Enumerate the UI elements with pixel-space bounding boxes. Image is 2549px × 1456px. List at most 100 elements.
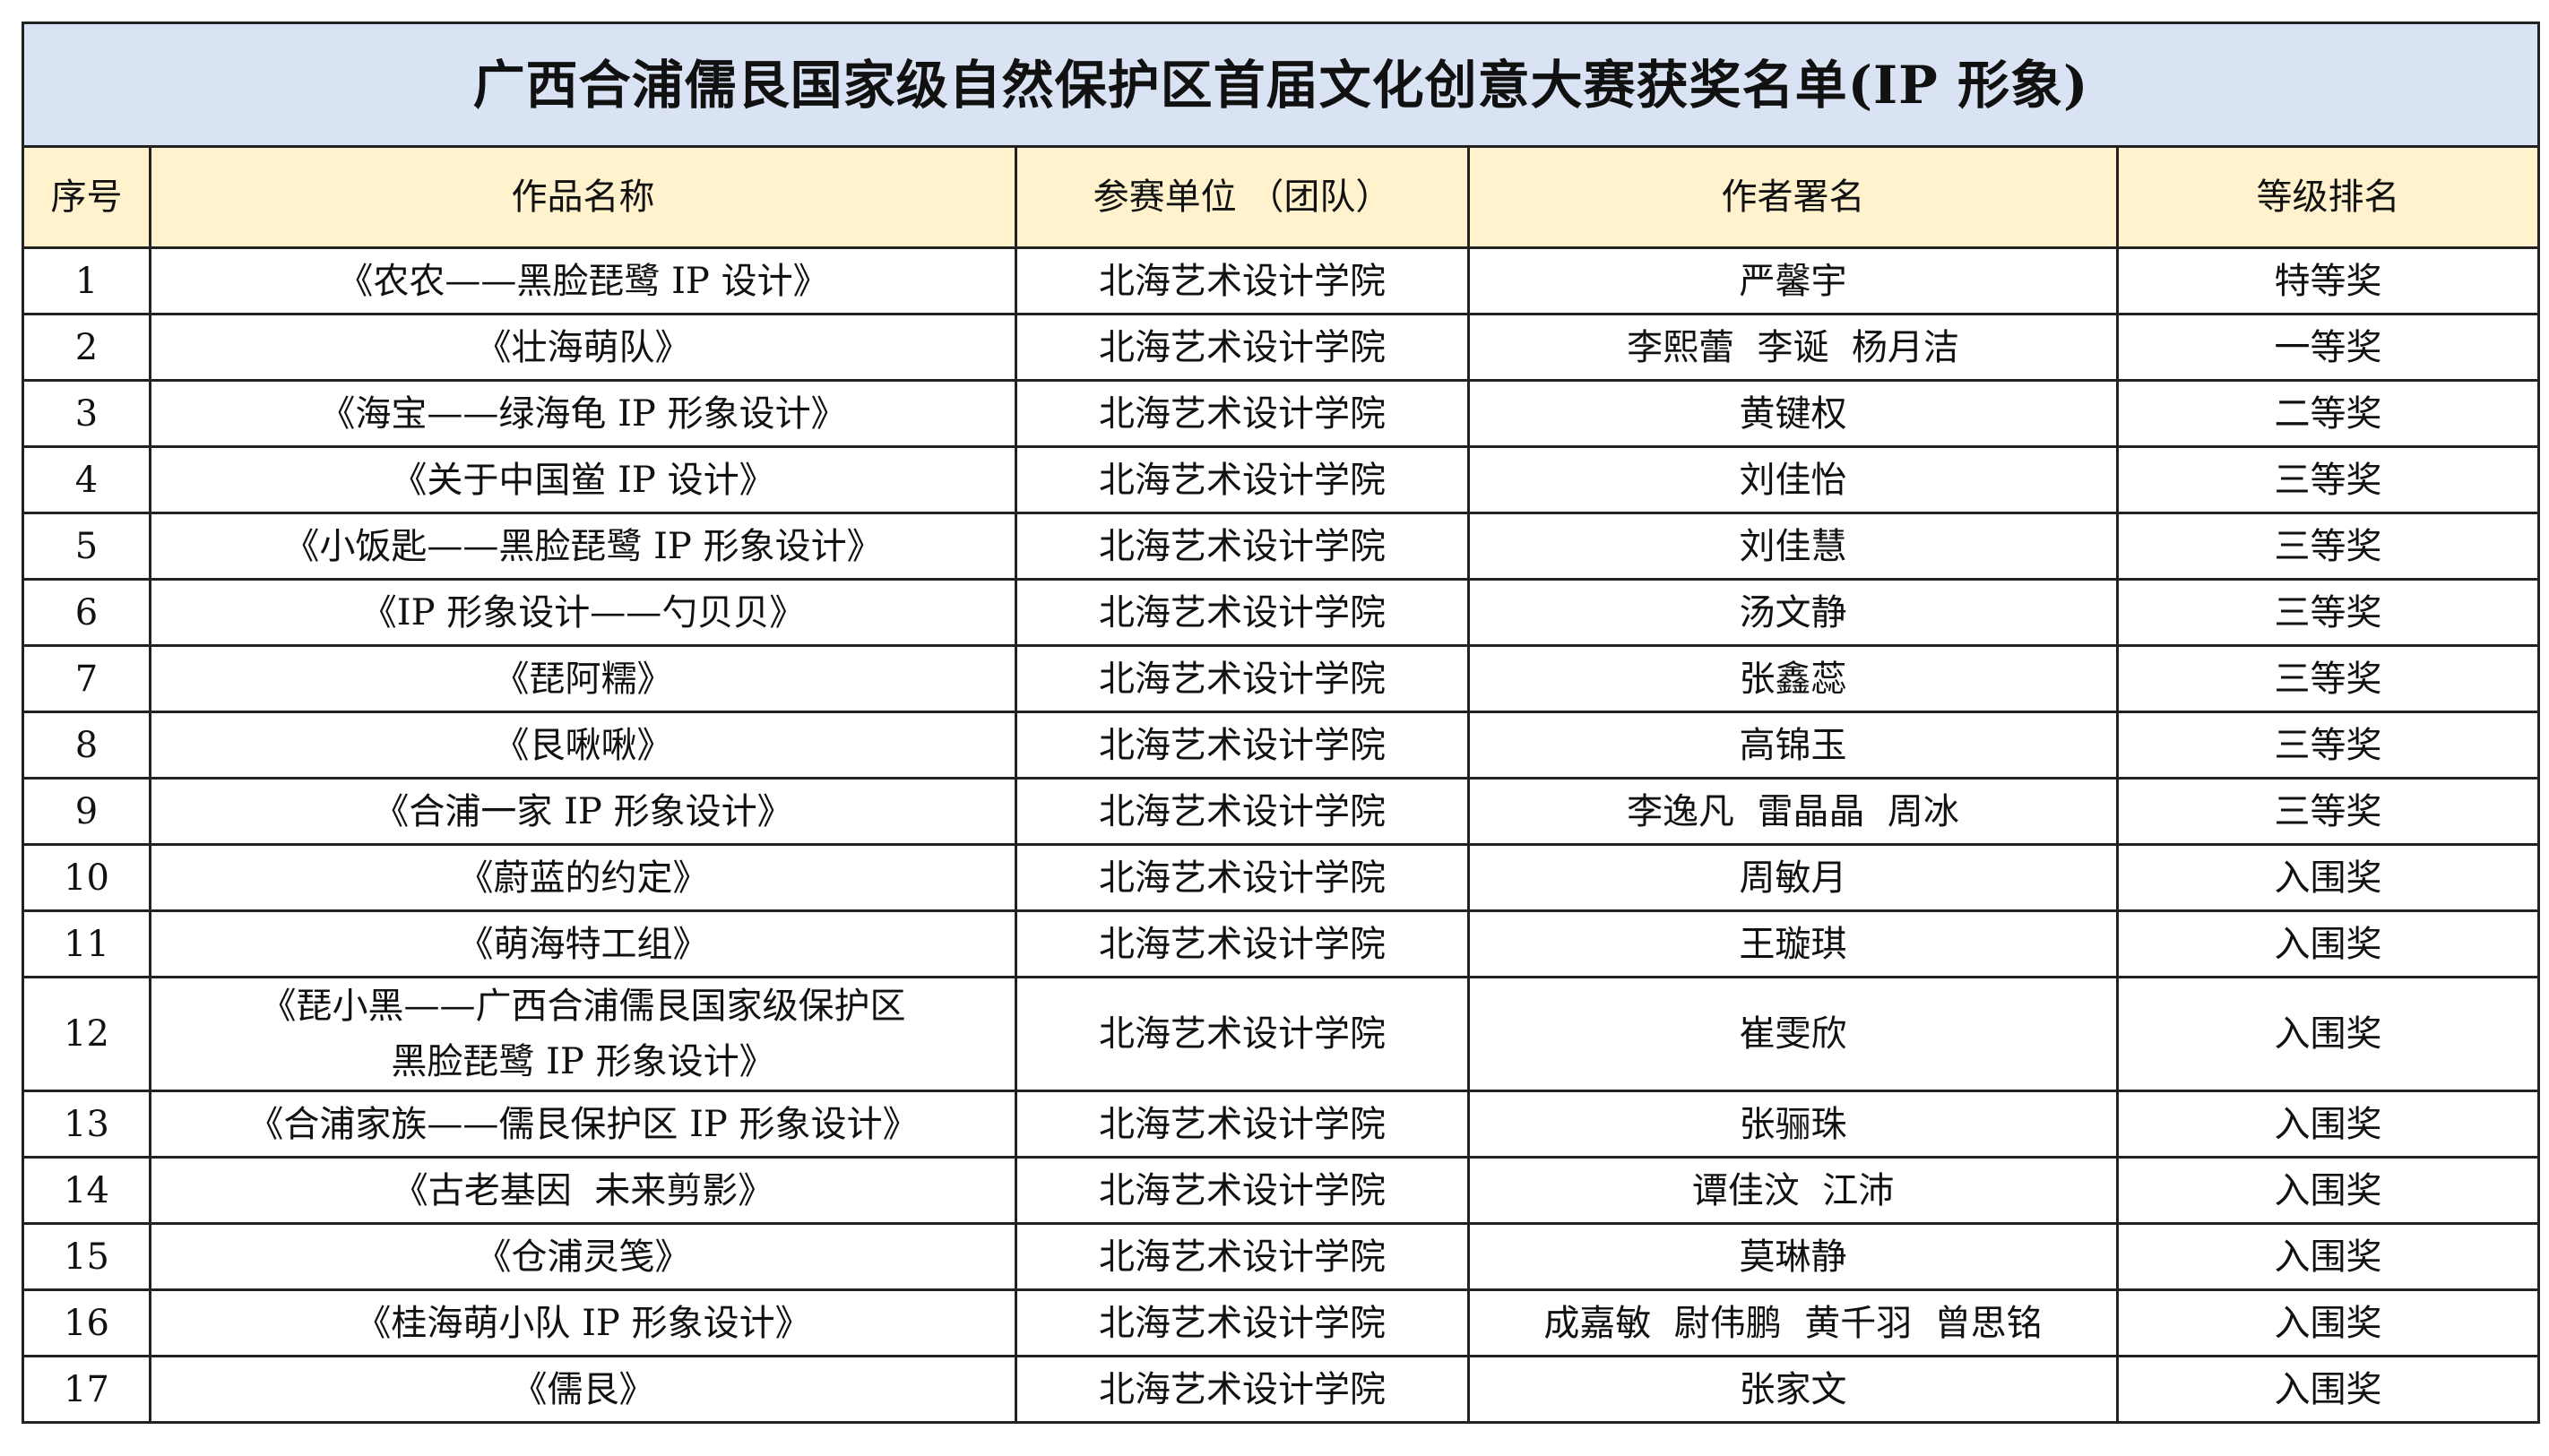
cell-rank: 二等奖 — [2115, 379, 2541, 448]
cell-author: 成嘉敏 尉伟鹏 黄千羽 曾思铭 — [1467, 1288, 2119, 1357]
cell-no: 2 — [22, 313, 151, 382]
cell-no: 14 — [22, 1156, 151, 1225]
cell-rank: 入围奖 — [2115, 1090, 2541, 1159]
header-work: 作品名称 — [149, 145, 1017, 249]
cell-work: 《琵小黑——广西合浦儒艮国家级保护区 黑脸琵鹭 IP 形象设计》 — [149, 976, 1017, 1092]
cell-no: 5 — [22, 512, 151, 581]
cell-work: 《桂海萌小队 IP 形象设计》 — [149, 1288, 1017, 1357]
cell-work: 《关于中国鲎 IP 设计》 — [149, 445, 1017, 514]
cell-work: 《IP 形象设计——勺贝贝》 — [149, 578, 1017, 647]
table-row: 6 《IP 形象设计——勺贝贝》 北海艺术设计学院 汤文静 三等奖 — [22, 578, 2541, 647]
cell-no: 17 — [22, 1355, 151, 1424]
table-row: 9 《合浦一家 IP 形象设计》 北海艺术设计学院 李逸凡 雷晶晶 周冰 三等奖 — [22, 777, 2541, 846]
cell-rank: 三等奖 — [2115, 445, 2541, 514]
cell-rank: 入围奖 — [2115, 1222, 2541, 1291]
cell-author: 张家文 — [1467, 1355, 2119, 1424]
cell-unit: 北海艺术设计学院 — [1015, 976, 1470, 1092]
table-row: 17 《儒艮》 北海艺术设计学院 张家文 入围奖 — [22, 1355, 2541, 1424]
table-row: 7 《琵阿糯》 北海艺术设计学院 张鑫蕊 三等奖 — [22, 644, 2541, 713]
table-title: 广西合浦儒艮国家级自然保护区首届文化创意大赛获奖名单(IP 形象) — [21, 22, 2541, 148]
award-list-table: 广西合浦儒艮国家级自然保护区首届文化创意大赛获奖名单(IP 形象) 序号 作品名… — [21, 22, 2541, 1424]
cell-unit: 北海艺术设计学院 — [1015, 313, 1470, 382]
cell-no: 6 — [22, 578, 151, 647]
cell-author: 李逸凡 雷晶晶 周冰 — [1467, 777, 2119, 846]
cell-no: 8 — [22, 711, 151, 780]
table-row: 10 《蔚蓝的约定》 北海艺术设计学院 周敏月 入围奖 — [22, 843, 2541, 912]
cell-no: 9 — [22, 777, 151, 846]
cell-work: 《艮啾啾》 — [149, 711, 1017, 780]
cell-unit: 北海艺术设计学院 — [1015, 445, 1470, 514]
cell-work: 《农农——黑脸琵鹭 IP 设计》 — [149, 246, 1017, 315]
cell-no: 4 — [22, 445, 151, 514]
cell-rank: 三等奖 — [2115, 777, 2541, 846]
cell-no: 3 — [22, 379, 151, 448]
table-row: 5 《小饭匙——黑脸琵鹭 IP 形象设计》 北海艺术设计学院 刘佳慧 三等奖 — [22, 512, 2541, 581]
table-row: 15 《仓浦灵笺》 北海艺术设计学院 莫琳静 入围奖 — [22, 1222, 2541, 1291]
header-unit: 参赛单位 （团队） — [1015, 145, 1470, 249]
cell-no: 11 — [22, 909, 151, 978]
cell-author: 高锦玉 — [1467, 711, 2119, 780]
cell-no: 13 — [22, 1090, 151, 1159]
cell-rank: 三等奖 — [2115, 578, 2541, 647]
cell-author: 谭佳汶 江沛 — [1467, 1156, 2119, 1225]
cell-author: 刘佳怡 — [1467, 445, 2119, 514]
cell-rank: 三等奖 — [2115, 512, 2541, 581]
cell-no: 12 — [22, 976, 151, 1092]
cell-rank: 特等奖 — [2115, 246, 2541, 315]
cell-unit: 北海艺术设计学院 — [1015, 777, 1470, 846]
cell-author: 张骊珠 — [1467, 1090, 2119, 1159]
cell-work: 《仓浦灵笺》 — [149, 1222, 1017, 1291]
cell-work: 《萌海特工组》 — [149, 909, 1017, 978]
table-row: 8 《艮啾啾》 北海艺术设计学院 高锦玉 三等奖 — [22, 711, 2541, 780]
cell-rank: 入围奖 — [2115, 843, 2541, 912]
cell-work: 《壮海萌队》 — [149, 313, 1017, 382]
cell-author: 王璇琪 — [1467, 909, 2119, 978]
cell-work: 《海宝——绿海龟 IP 形象设计》 — [149, 379, 1017, 448]
cell-work: 《合浦一家 IP 形象设计》 — [149, 777, 1017, 846]
cell-work: 《小饭匙——黑脸琵鹭 IP 形象设计》 — [149, 512, 1017, 581]
cell-author: 莫琳静 — [1467, 1222, 2119, 1291]
cell-unit: 北海艺术设计学院 — [1015, 379, 1470, 448]
cell-work: 《蔚蓝的约定》 — [149, 843, 1017, 912]
cell-rank: 入围奖 — [2115, 909, 2541, 978]
cell-work: 《儒艮》 — [149, 1355, 1017, 1424]
cell-work: 《合浦家族——儒艮保护区 IP 形象设计》 — [149, 1090, 1017, 1159]
cell-author: 周敏月 — [1467, 843, 2119, 912]
cell-unit: 北海艺术设计学院 — [1015, 246, 1470, 315]
table-body: 1 《农农——黑脸琵鹭 IP 设计》 北海艺术设计学院 严馨宇 特等奖 2 《壮海萌队》 北海… — [22, 246, 2541, 1424]
cell-no: 10 — [22, 843, 151, 912]
table-row: 12 《琵小黑——广西合浦儒艮国家级保护区 黑脸琵鹭 IP 形象设计》 北海艺术设计… — [22, 976, 2541, 1092]
cell-no: 15 — [22, 1222, 151, 1291]
cell-rank: 入围奖 — [2115, 1288, 2541, 1357]
header-author: 作者署名 — [1467, 145, 2119, 249]
table-row: 16 《桂海萌小队 IP 形象设计》 北海艺术设计学院 成嘉敏 尉伟鹏 黄千羽 曾思铭… — [22, 1288, 2541, 1357]
table-row: 13 《合浦家族——儒艮保护区 IP 形象设计》 北海艺术设计学院 张骊珠 入围奖 — [22, 1090, 2541, 1159]
cell-unit: 北海艺术设计学院 — [1015, 1355, 1470, 1424]
cell-unit: 北海艺术设计学院 — [1015, 578, 1470, 647]
header-row: 序号 作品名称 参赛单位 （团队） 作者署名 等级排名 — [22, 145, 2541, 249]
cell-no: 16 — [22, 1288, 151, 1357]
cell-no: 1 — [22, 246, 151, 315]
cell-author: 严馨宇 — [1467, 246, 2119, 315]
cell-author: 张鑫蕊 — [1467, 644, 2119, 713]
cell-no: 7 — [22, 644, 151, 713]
cell-author: 刘佳慧 — [1467, 512, 2119, 581]
cell-work: 《琵阿糯》 — [149, 644, 1017, 713]
cell-rank: 三等奖 — [2115, 644, 2541, 713]
cell-rank: 入围奖 — [2115, 976, 2541, 1092]
cell-rank: 三等奖 — [2115, 711, 2541, 780]
cell-unit: 北海艺术设计学院 — [1015, 1156, 1470, 1225]
header-no: 序号 — [22, 145, 151, 249]
cell-author: 李熙蕾 李诞 杨月洁 — [1467, 313, 2119, 382]
cell-unit: 北海艺术设计学院 — [1015, 843, 1470, 912]
cell-unit: 北海艺术设计学院 — [1015, 711, 1470, 780]
cell-author: 崔雯欣 — [1467, 976, 2119, 1092]
table-row: 2 《壮海萌队》 北海艺术设计学院 李熙蕾 李诞 杨月洁 一等奖 — [22, 313, 2541, 382]
cell-unit: 北海艺术设计学院 — [1015, 909, 1470, 978]
header-rank: 等级排名 — [2115, 145, 2541, 249]
table-row: 3 《海宝——绿海龟 IP 形象设计》 北海艺术设计学院 黄键权 二等奖 — [22, 379, 2541, 448]
cell-author: 汤文静 — [1467, 578, 2119, 647]
cell-unit: 北海艺术设计学院 — [1015, 1288, 1470, 1357]
cell-rank: 一等奖 — [2115, 313, 2541, 382]
cell-unit: 北海艺术设计学院 — [1015, 1222, 1470, 1291]
